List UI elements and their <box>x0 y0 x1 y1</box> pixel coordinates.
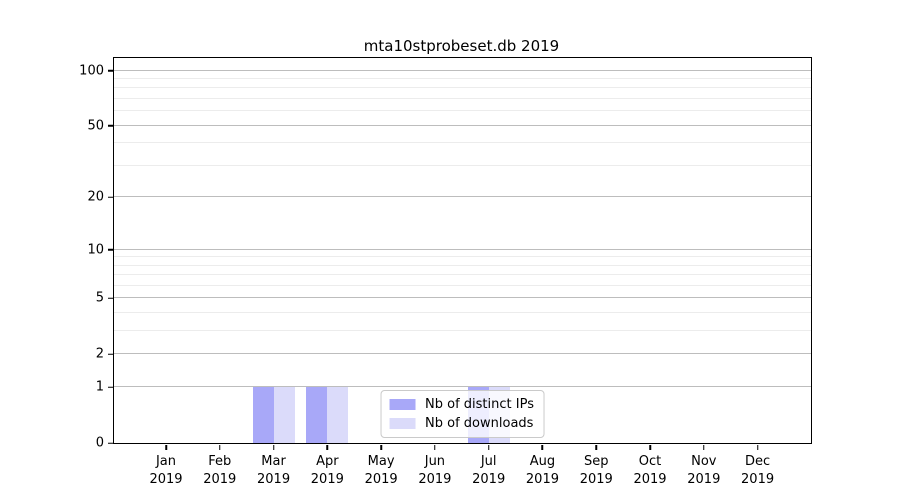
y-tick-label: 1 <box>95 379 104 395</box>
gridline-minor <box>114 256 811 258</box>
x-tick-month: May <box>367 454 395 469</box>
x-tick-year: 2019 <box>203 472 237 487</box>
gridline-major <box>114 248 811 250</box>
x-axis-tick <box>595 444 597 450</box>
gridline-major <box>114 69 811 71</box>
x-tick-label: Oct 2019 <box>633 453 666 489</box>
gridline-minor <box>114 312 811 314</box>
x-tick-label: Sep 2019 <box>580 453 613 489</box>
y-axis-tick <box>107 248 113 251</box>
x-axis-tick <box>541 444 544 450</box>
gridline-minor <box>114 284 811 286</box>
x-tick-label: Mar 2019 <box>257 453 290 489</box>
y-tick-label: 50 <box>87 118 104 134</box>
x-tick-year: 2019 <box>741 472 775 487</box>
x-tick-year: 2019 <box>525 472 559 487</box>
x-tick-year: 2019 <box>418 472 452 487</box>
x-tick-month: Jun <box>424 454 446 469</box>
y-axis-tick <box>107 69 113 72</box>
bar-distinct-ips <box>306 387 328 443</box>
x-tick-month: Jul <box>480 454 497 469</box>
y-tick-label: 5 <box>95 290 104 306</box>
x-tick-month: Jan <box>155 454 177 469</box>
y-axis-tick <box>107 297 113 300</box>
gridline-major <box>114 196 811 198</box>
gridline-minor <box>114 110 811 112</box>
x-tick-month: Sep <box>583 454 609 469</box>
x-tick-year: 2019 <box>687 472 721 487</box>
y-axis-tick <box>107 196 113 199</box>
x-tick-year: 2019 <box>257 472 291 487</box>
gridline-major <box>114 124 811 126</box>
x-tick-month: Feb <box>208 454 232 469</box>
legend-item: Nb of downloads <box>389 416 534 431</box>
x-axis-tick <box>219 444 221 450</box>
x-axis-tick <box>649 444 651 450</box>
gridline-minor <box>114 87 811 89</box>
legend-label: Nb of distinct IPs <box>425 397 534 412</box>
x-tick-label: Jan 2019 <box>149 453 182 489</box>
gridline-minor <box>114 77 811 79</box>
y-tick-label: 10 <box>87 242 104 257</box>
y-tick-label: 2 <box>95 346 104 362</box>
x-tick-label: Jun 2019 <box>418 453 451 489</box>
gridline-major <box>114 353 811 355</box>
x-axis-tick <box>703 444 705 450</box>
gridline-major <box>114 297 811 299</box>
bar-downloads <box>273 387 295 443</box>
legend-swatch <box>389 418 416 429</box>
bar-distinct-ips <box>252 387 274 443</box>
x-axis-tick <box>756 444 759 450</box>
y-tick-label: 100 <box>79 63 104 79</box>
legend-swatch <box>389 399 416 410</box>
y-axis-tick <box>107 386 113 388</box>
x-tick-year: 2019 <box>310 472 344 487</box>
y-tick-label: 20 <box>87 189 104 205</box>
x-axis-tick <box>434 444 436 450</box>
x-tick-year: 2019 <box>472 472 506 487</box>
x-tick-label: Dec 2019 <box>741 453 774 489</box>
x-tick-month: Dec <box>745 454 771 469</box>
x-tick-year: 2019 <box>633 472 667 487</box>
x-tick-label: Feb 2019 <box>203 453 236 489</box>
chart-title: mta10stprobeset.db 2019 <box>363 37 560 55</box>
gridline-major <box>114 386 811 388</box>
x-tick-label: Nov 2019 <box>687 453 720 489</box>
y-axis-tick <box>107 124 113 127</box>
y-axis-tick <box>107 353 113 356</box>
x-axis-tick <box>165 444 167 450</box>
x-tick-year: 2019 <box>149 472 183 487</box>
x-axis-tick <box>326 444 329 450</box>
gridline-minor <box>114 274 811 276</box>
x-tick-year: 2019 <box>579 472 613 487</box>
x-tick-label: Jul 2019 <box>472 453 505 489</box>
plot-area: 0 1 2 5 10 20 50 100 Jan 2019 Feb 2019 Mar 2019 Apr 201… <box>79 57 812 487</box>
x-tick-month: Aug <box>529 454 556 469</box>
x-axis-tick <box>380 444 382 450</box>
x-tick-label: May 2019 <box>365 453 398 489</box>
x-tick-month: Oct <box>638 454 662 469</box>
x-tick-label: Aug 2019 <box>526 453 559 489</box>
x-tick-year: 2019 <box>364 472 398 487</box>
y-axis-tick <box>107 442 113 444</box>
y-tick-label: 0 <box>95 435 104 451</box>
gridline-minor <box>114 164 811 166</box>
bar-downloads <box>327 387 349 443</box>
legend-item: Nb of distinct IPs <box>389 397 534 412</box>
gridline-minor <box>114 142 811 144</box>
x-tick-month: Mar <box>261 454 286 469</box>
gridline-minor <box>114 98 811 99</box>
x-axis-tick <box>272 444 275 450</box>
x-tick-month: Nov <box>691 454 717 469</box>
legend-label: Nb of downloads <box>425 416 534 431</box>
x-tick-month: Apr <box>316 454 339 469</box>
gridline-minor <box>114 264 811 266</box>
gridline-minor <box>114 330 811 332</box>
x-tick-label: Apr 2019 <box>311 453 344 489</box>
x-axis-tick <box>487 444 490 450</box>
legend: Nb of distinct IPs Nb of downloads <box>380 390 545 438</box>
